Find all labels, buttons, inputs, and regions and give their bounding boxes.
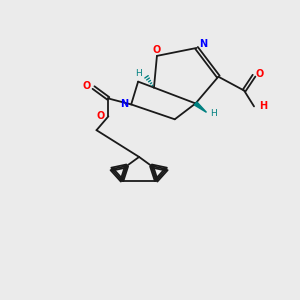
Text: O: O bbox=[153, 45, 161, 55]
Text: N: N bbox=[120, 99, 128, 110]
Text: O: O bbox=[256, 69, 264, 79]
Text: O: O bbox=[96, 111, 105, 121]
Polygon shape bbox=[194, 102, 206, 112]
Text: N: N bbox=[200, 39, 208, 49]
Text: H: H bbox=[210, 109, 217, 118]
Text: H: H bbox=[259, 101, 267, 111]
Text: H: H bbox=[135, 69, 142, 78]
Text: O: O bbox=[82, 81, 91, 91]
